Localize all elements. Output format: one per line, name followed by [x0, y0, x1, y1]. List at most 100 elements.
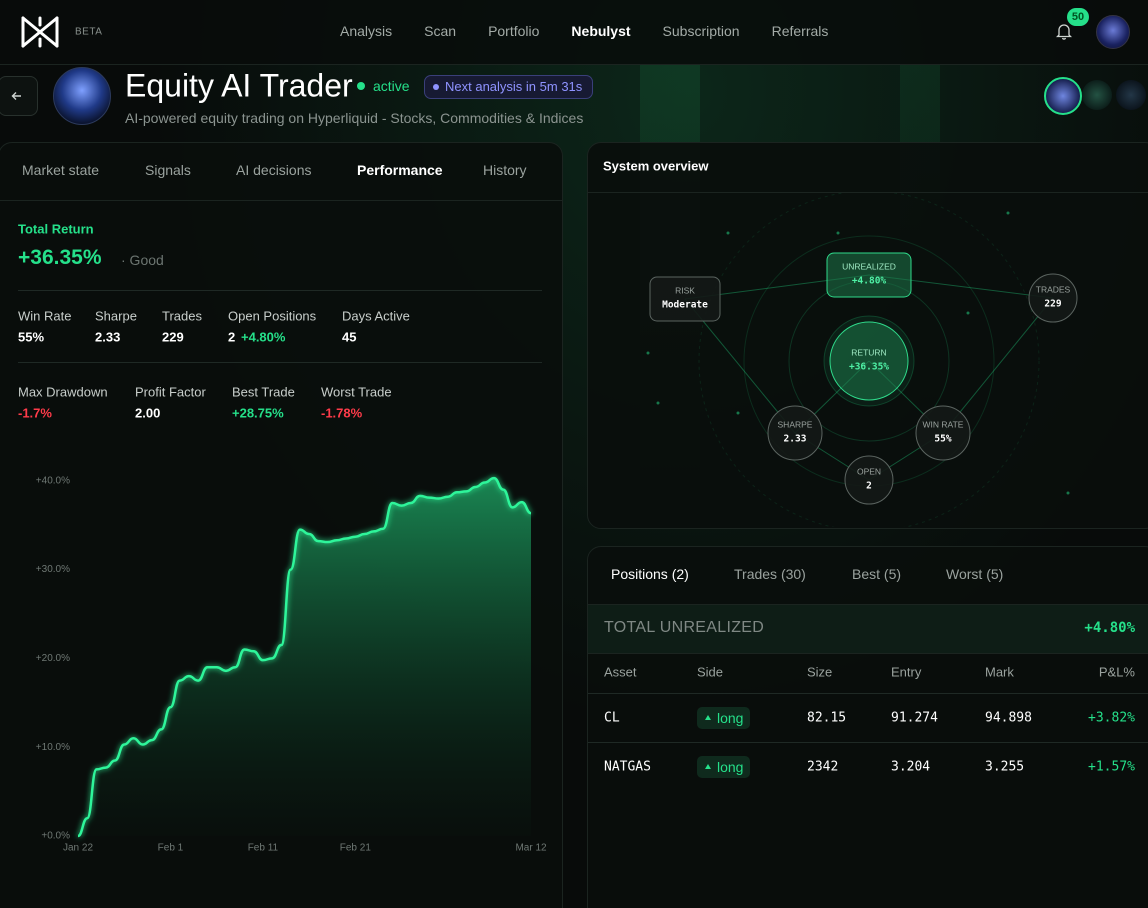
total-unrealized-label: TOTAL UNREALIZED	[604, 619, 765, 636]
cell: +3.82%	[1088, 710, 1135, 726]
stat-value: 2	[228, 329, 236, 345]
particle	[646, 351, 650, 355]
return-line	[77, 476, 532, 838]
nav-link[interactable]: Referrals	[771, 23, 829, 39]
side: long	[717, 759, 744, 775]
position-tab[interactable]: Worst (5)	[946, 566, 1004, 582]
stat-label: Max Drawdown	[18, 384, 108, 400]
node-value: Moderate	[662, 300, 708, 311]
up-triangle	[705, 715, 711, 720]
tab[interactable]: History	[483, 162, 527, 178]
position-tab[interactable]: Positions (2)	[611, 566, 689, 582]
node	[844, 455, 894, 505]
cell: +1.57%	[1088, 759, 1135, 775]
ring	[698, 193, 1040, 527]
cell: 94.898	[985, 710, 1032, 726]
agent-switch[interactable]	[1082, 80, 1112, 110]
tab[interactable]: Signals	[145, 162, 191, 178]
node-label: OPEN	[857, 466, 881, 476]
column-header: P&L%	[1098, 664, 1135, 680]
bell-icon[interactable]	[1056, 22, 1072, 40]
cell: 3.204	[891, 759, 931, 775]
agent-title: Equity AI Trader	[125, 67, 353, 104]
x-tick-label: Feb 11	[248, 843, 279, 854]
node-label: UNREALIZED	[842, 261, 896, 271]
node	[1028, 273, 1078, 323]
stat-label: Sharpe	[95, 308, 137, 324]
node-value: +4.80%	[852, 276, 887, 287]
y-tick-label: +10.0%	[36, 742, 70, 753]
x-tick-label: Feb 21	[340, 843, 372, 854]
node	[826, 252, 912, 298]
back-arrow	[11, 92, 21, 100]
logo[interactable]	[20, 15, 60, 49]
nav-link[interactable]: Nebulyst	[571, 23, 631, 39]
x-tick-label: Jan 22	[63, 843, 93, 854]
y-tick-label: +0.0%	[41, 831, 70, 842]
side-pill: long	[697, 756, 751, 778]
total-return-label: Total Return	[18, 221, 94, 237]
nav-link[interactable]: Portfolio	[488, 23, 540, 39]
stat-value: -1.7%	[18, 405, 52, 421]
node-label: WIN RATE	[923, 419, 964, 429]
y-tick-label: +40.0%	[36, 475, 70, 486]
agent-switch[interactable]	[1044, 77, 1082, 115]
stat-value: -1.78%	[321, 405, 363, 421]
node-label: SHARPE	[778, 419, 813, 429]
up-icon	[705, 715, 711, 720]
node	[649, 276, 721, 322]
rating: · Good	[121, 252, 164, 268]
stat-extra: +4.80%	[241, 329, 286, 345]
divider	[0, 200, 562, 201]
particle	[1066, 491, 1070, 495]
stat-label: Profit Factor	[135, 384, 206, 400]
cell: 91.274	[891, 710, 938, 726]
y-tick-label: +30.0%	[36, 564, 70, 575]
stat-value: 2.00	[135, 405, 161, 421]
overview-title: System overview	[603, 158, 709, 174]
back-button[interactable]	[0, 76, 38, 116]
stat-value: +28.75%	[232, 405, 284, 421]
cell: CL	[604, 710, 620, 726]
stat-label: Best Trade	[232, 384, 295, 400]
position-tab[interactable]: Trades (30)	[734, 566, 806, 582]
divider	[18, 290, 542, 291]
y-tick-label: +20.0%	[36, 653, 70, 664]
nav-link[interactable]: Subscription	[662, 23, 740, 39]
nav-bar	[0, 0, 1148, 65]
beta-badge: BETA	[75, 26, 103, 38]
tab[interactable]: Market state	[22, 162, 100, 178]
up-icon	[705, 764, 711, 769]
status: active	[373, 78, 410, 94]
next-analysis: Next analysis in 5m 31s	[445, 79, 583, 94]
x-tick-label: Feb 1	[158, 843, 184, 854]
total-unrealized-value: +4.80%	[1084, 620, 1135, 636]
status-dot	[357, 82, 365, 90]
nav-link[interactable]: Analysis	[340, 23, 393, 39]
tab[interactable]: AI decisions	[236, 162, 312, 178]
node-value: 2	[866, 481, 872, 492]
notification-count: 50	[1067, 8, 1089, 26]
column-header: Side	[697, 664, 724, 680]
stat-label: Worst Trade	[321, 384, 392, 400]
pill-dot	[433, 84, 439, 90]
divider	[18, 362, 542, 363]
column-header: Asset	[604, 664, 637, 680]
agent-switch[interactable]	[1116, 80, 1146, 110]
node-value: +36.35%	[849, 362, 889, 373]
node-value: 229	[1044, 299, 1061, 310]
nav-link[interactable]: Scan	[424, 23, 457, 39]
user-avatar[interactable]	[1096, 15, 1130, 49]
stat-label: Open Positions	[228, 308, 317, 324]
tab[interactable]: Performance	[357, 162, 443, 178]
node-label: RETURN	[851, 347, 886, 357]
position-tab[interactable]: Best (5)	[852, 566, 902, 582]
total-return-value: +36.35%	[18, 246, 102, 269]
particle	[966, 311, 970, 315]
total-row	[588, 604, 1148, 654]
particle	[726, 231, 730, 235]
stat-value: 229	[162, 329, 184, 345]
node-value: 2.33	[784, 434, 807, 445]
stat-value: 55%	[18, 329, 45, 345]
